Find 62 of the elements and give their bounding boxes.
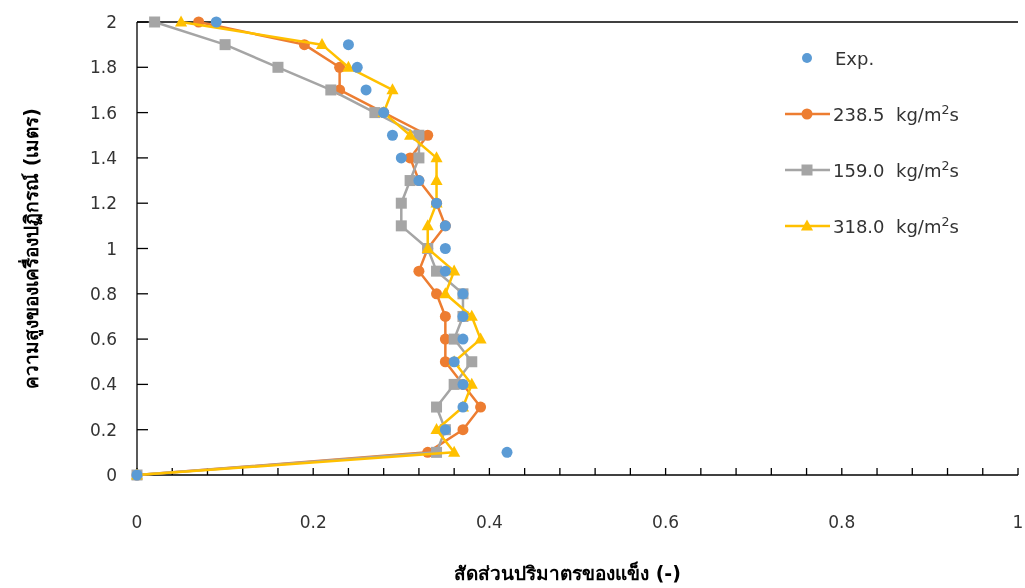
legend-label: 318.0 kg/m$^{2}$s	[833, 213, 959, 237]
point	[149, 16, 161, 28]
point	[342, 39, 354, 51]
point	[413, 152, 425, 164]
point	[395, 152, 407, 164]
point	[457, 424, 469, 436]
point	[466, 356, 478, 368]
x-tick-label: 0	[131, 512, 143, 532]
y-tick-label: 0.2	[89, 419, 117, 440]
point	[430, 423, 443, 435]
point	[448, 445, 461, 457]
point	[430, 151, 443, 163]
legend-label: Exp.	[835, 48, 875, 69]
point	[421, 219, 434, 231]
point	[395, 220, 407, 232]
y-tick-label: 0	[106, 465, 117, 485]
point	[219, 39, 231, 51]
y-tick-label: 1.8	[89, 57, 117, 78]
point	[386, 129, 398, 141]
point	[457, 333, 469, 345]
point	[342, 60, 355, 72]
point	[475, 401, 487, 413]
point	[448, 264, 461, 276]
point	[334, 61, 346, 73]
point	[439, 243, 451, 254]
point	[474, 332, 487, 344]
point	[439, 287, 452, 299]
point	[360, 84, 372, 96]
point	[272, 61, 284, 73]
y-tick-label: 0.6	[89, 329, 117, 350]
x-tick-label: 1	[1012, 512, 1024, 532]
point	[395, 197, 407, 209]
point	[175, 15, 188, 27]
point	[413, 265, 425, 277]
point	[439, 310, 451, 322]
y-tick-label: 2	[106, 12, 117, 32]
x-axis-title: สัดส่วนปริมาตรของแข็ง (-)	[454, 561, 681, 584]
point	[501, 446, 513, 458]
point	[465, 377, 478, 389]
point	[386, 83, 399, 95]
y-tick-label: 1.4	[89, 147, 117, 168]
x-tick-label: 0.6	[652, 512, 680, 532]
point	[431, 288, 443, 300]
x-tick-label: 0.8	[828, 512, 856, 532]
point	[404, 128, 417, 140]
point	[210, 16, 222, 28]
y-tick-label: 1.6	[89, 102, 117, 123]
point	[439, 265, 451, 277]
y-tick-label: 0.4	[89, 374, 117, 395]
point	[465, 309, 478, 321]
point	[431, 401, 443, 413]
y-tick-label: 1	[106, 238, 117, 259]
x-tick-label: 0.4	[475, 512, 503, 532]
point	[315, 38, 329, 50]
point	[351, 61, 363, 73]
y-tick-label: 1.2	[89, 193, 117, 214]
point	[325, 84, 337, 96]
legend-label: 238.5 kg/m$^{2}$s	[833, 101, 959, 125]
x-tick-label: 0.2	[299, 512, 327, 532]
legend-label: 159.0 kg/m$^{2}$s	[833, 157, 959, 181]
y-tick-label: 0.8	[89, 283, 117, 304]
y-axis-title: ความสูงของเครื่องปฏิกรณ์ (เมตร)	[18, 108, 44, 389]
